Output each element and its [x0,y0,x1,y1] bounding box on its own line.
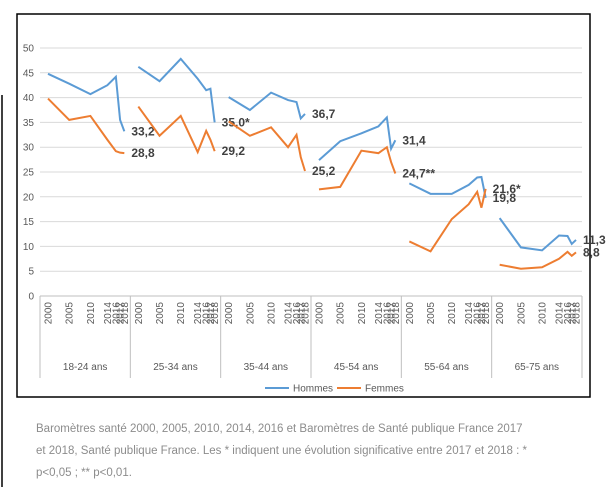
series-line [47,72,126,132]
data-label: 29,2 [222,144,246,158]
group-label: 35-44 ans [244,362,288,373]
x-tick-label: 2010 [447,302,458,325]
group-label: 45-54 ans [334,362,378,373]
y-tick-label: 10 [23,242,35,253]
series-line [47,97,125,155]
x-tick-label: 2010 [357,302,368,325]
y-tick-label: 35 [23,118,35,129]
y-tick-label: 50 [23,44,35,55]
y-tick-label: 40 [23,93,35,104]
x-tick-label: 2018 [120,302,131,325]
x-tick-label: 2010 [267,302,278,325]
series-line [137,105,216,155]
x-tick-label: 2005 [426,302,437,325]
series-line [408,188,487,253]
y-tick-label: 15 [23,217,35,228]
x-tick-label: 2017 [387,302,398,325]
x-tick-label: 2016 [382,302,393,325]
x-tick-label: 2017 [116,302,127,325]
data-label: 28,8 [131,146,155,160]
y-tick-label: 25 [23,168,35,179]
x-tick-label: 2000 [495,302,506,325]
series-line [318,145,397,191]
x-tick-label: 2014 [284,302,295,325]
x-tick-label: 2000 [315,302,326,325]
x-tick-label: 2000 [134,302,145,325]
group-label: 65-75 ans [515,362,559,373]
data-label: 24,7** [402,166,435,180]
x-tick-label: 2010 [176,302,187,325]
data-label: 19,8 [493,191,517,205]
x-tick-label: 2016 [292,302,303,325]
series-line [137,57,216,123]
series-line [498,217,577,252]
x-tick-label: 2014 [193,302,204,325]
data-label: 11,3 [583,233,606,247]
data-label: 35,0* [222,115,250,129]
y-tick-label: 30 [23,143,35,154]
caption-line: Baromètres santé 2000, 2005, 2010, 2014,… [36,423,523,435]
x-tick-label: 2018 [301,302,312,325]
data-label: 21,6* [493,182,521,196]
x-tick-label: 2014 [103,302,114,325]
x-tick-label: 2005 [245,302,256,325]
data-label: 25,2 [312,164,336,178]
x-tick-label: 2018 [481,302,492,325]
series-line [228,120,306,172]
x-tick-label: 2017 [206,302,217,325]
x-tick-label: 2018 [572,302,583,325]
data-label: 31,4 [402,133,426,147]
y-tick-label: 45 [23,68,35,79]
legend-label: Femmes [365,384,404,395]
x-tick-label: 2017 [477,302,488,325]
chart-frame [16,13,591,398]
data-label: 33,2 [131,124,155,138]
x-tick-label: 2016 [111,302,122,325]
x-tick-label: 2016 [473,302,484,325]
x-tick-label: 2017 [296,302,307,325]
x-tick-label: 2014 [555,302,566,325]
x-tick-label: 2005 [155,302,166,325]
x-tick-label: 2018 [391,302,402,325]
x-tick-label: 2005 [516,302,527,325]
x-tick-label: 2000 [224,302,235,325]
series-line [318,115,397,161]
x-tick-label: 2000 [405,302,416,325]
group-label: 18-24 ans [63,362,107,373]
x-tick-label: 2005 [336,302,347,325]
x-tick-label: 2010 [86,302,97,325]
x-tick-label: 2016 [563,302,574,325]
data-label: 8,8 [583,245,600,259]
series-line [499,250,577,270]
x-tick-label: 2018 [210,302,221,325]
caption-line: p<0,05 ; ** p<0,01. [36,467,132,479]
x-tick-label: 2005 [65,302,76,325]
group-label: 25-34 ans [153,362,197,373]
x-tick-label: 2014 [464,302,475,325]
caption-line: et 2018, Santé publique France. Les * in… [36,445,528,457]
y-tick-label: 5 [28,267,34,278]
x-tick-label: 2000 [44,302,55,325]
x-tick-label: 2017 [567,302,578,325]
data-label: 36,7 [312,107,336,121]
y-tick-label: 20 [23,192,35,203]
x-tick-label: 2010 [538,302,549,325]
legend-label: Hommes [293,384,333,395]
series-line [408,175,487,198]
x-tick-label: 2014 [374,302,385,325]
series-line [228,91,306,121]
group-label: 55-64 ans [424,362,468,373]
y-tick-label: 0 [28,292,34,303]
x-tick-label: 2016 [202,302,213,325]
